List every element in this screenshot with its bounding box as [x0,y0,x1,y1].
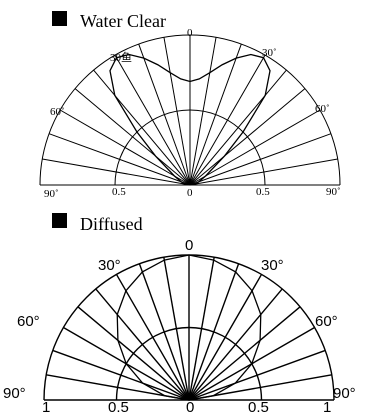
water-clear-radial-spoke [189,109,321,186]
water-clear-panel: Water Clear 0 30鱼 30˚ 60˚ 60˚ 90˚ 90˚ 0.… [39,11,341,200]
water-clear-legend-swatch [52,11,67,26]
water-clear-scale-label: 0.5 [256,186,270,198]
water-clear-radial-spoke [48,133,191,186]
diffused-radial-spoke [138,263,190,401]
diffused-radiation-pattern [116,254,262,401]
water-clear-angle-left30-label: 30鱼 [110,50,132,64]
diffused-legend-swatch [52,213,67,228]
diffused-angle-right30-label: 30° [261,257,284,274]
diffused-scale-label: 0.5 [248,399,269,414]
water-clear-angle-left60-label: 60˚ [50,106,65,118]
water-clear-angle-left90-label: 90˚ [44,188,59,200]
diffused-scale-label: 1 [323,399,331,414]
diffused-angle-left60-label: 60° [17,313,40,330]
diffused-scale-label: 0 [186,399,194,414]
water-clear-angle-right90-label: 90˚ [326,186,341,198]
diffused-radial-spoke [188,288,283,401]
diffused-angle-left30-label: 30° [98,257,121,274]
diffused-radial-spoke [188,274,263,401]
water-clear-radial-spoke [189,37,217,186]
water-clear-radial-spoke [189,69,287,186]
diffused-radial-spoke [115,274,190,401]
water-clear-radial-spoke [138,43,191,186]
water-clear-radial-spoke [189,88,306,186]
water-clear-radiation-pattern [109,53,271,186]
diffused-radial-spoke [188,306,301,401]
water-clear-radial-spoke [189,54,266,186]
diffused-angle-right90-label: 90° [333,385,356,402]
water-clear-angle-right60-label: 60˚ [315,103,330,115]
water-clear-radial-spoke [59,109,191,186]
water-clear-radial-spoke [93,69,191,186]
water-clear-polar-grid [39,34,341,186]
water-clear-scale-label: 0.5 [112,186,126,198]
diffused-scale-label: 0.5 [108,399,129,414]
diffused-polar-grid [43,254,335,401]
water-clear-radial-spoke [163,37,191,186]
diffused-radial-spoke [52,349,190,401]
water-clear-radial-spoke [114,54,191,186]
water-clear-radial-spoke [189,43,242,186]
water-clear-angle-right30-label: 30˚ [262,47,277,59]
diffused-scale-label: 1 [42,399,50,414]
diffused-angle-left90-label: 90° [3,385,26,402]
water-clear-legend-label: Water Clear [80,11,166,31]
diffused-angle-right60-label: 60° [315,313,338,330]
diffused-radial-spoke [77,306,190,401]
water-clear-radial-spoke [74,88,191,186]
diffused-radial-spoke [188,257,215,401]
water-clear-angle-0-label: 0 [187,27,193,39]
water-clear-radial-spoke [189,133,332,186]
water-clear-radial-spoke [42,158,191,186]
water-clear-radial-spoke [189,158,338,186]
diffused-radial-spoke [188,349,326,401]
diffused-radial-spoke [95,288,190,401]
diffused-radial-spoke [188,263,240,401]
diffused-radial-spoke [163,257,190,401]
diffused-angle-0-label: 0 [185,237,193,254]
diffused-panel: Diffused 0 30° 30° 60° 60° 90° 90° 1 0.5… [3,213,356,414]
water-clear-scale-label: 0 [187,187,193,199]
diffused-legend-label: Diffused [80,214,143,234]
